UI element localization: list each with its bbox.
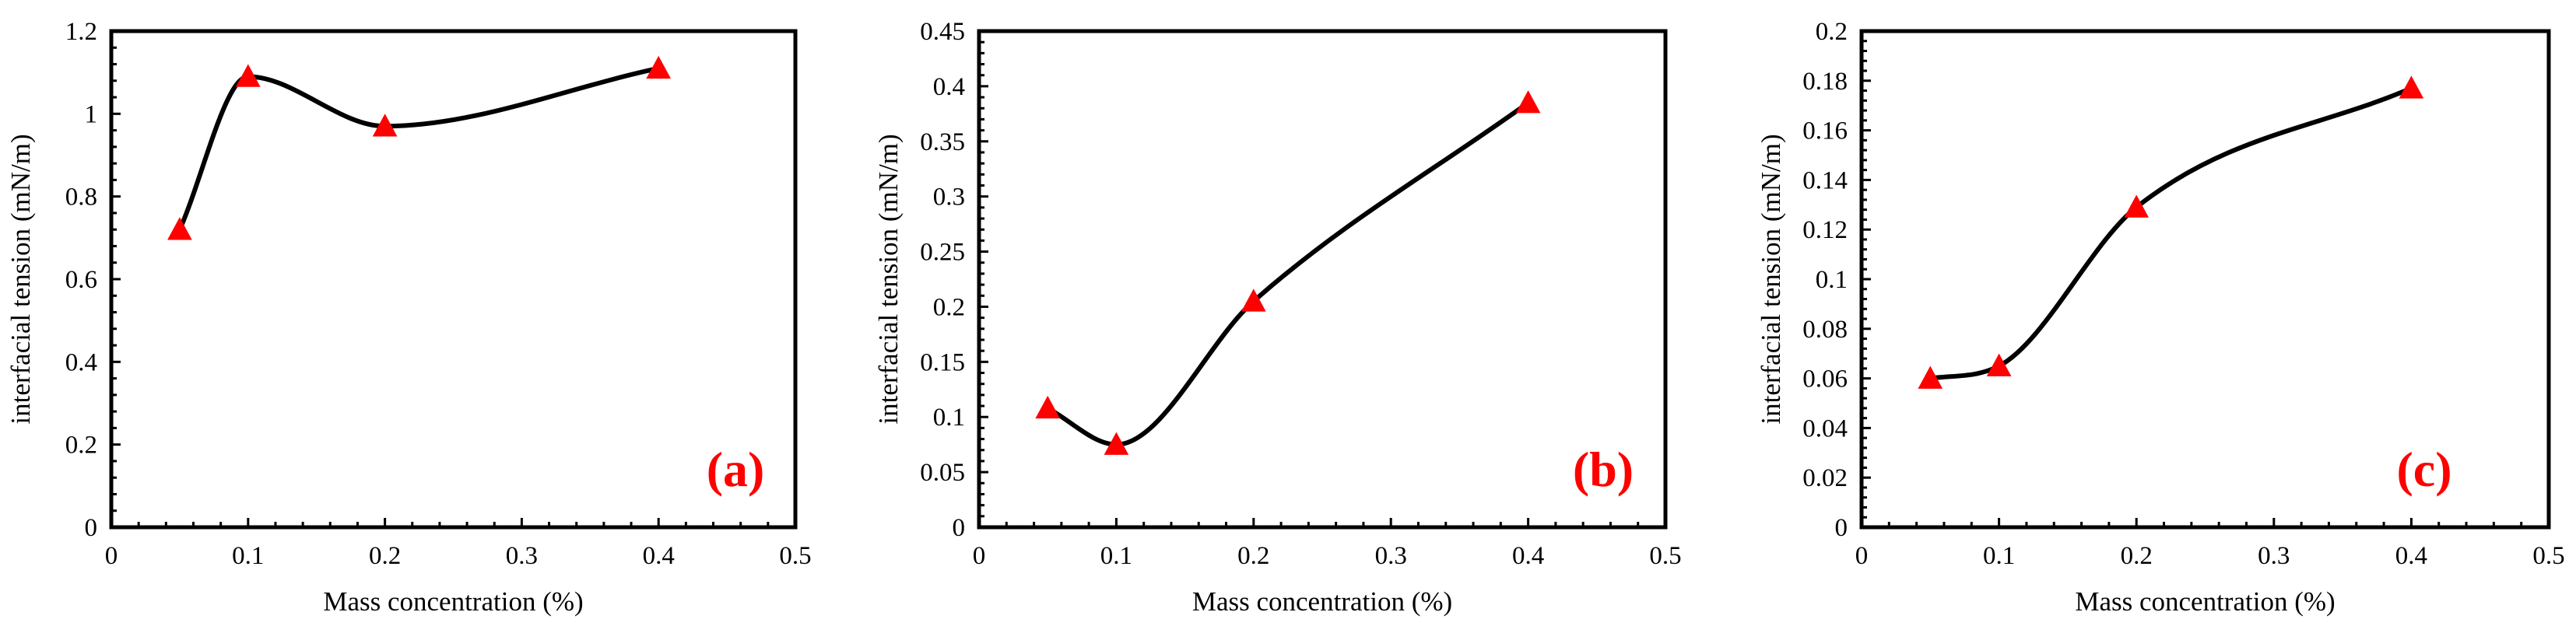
y-tick-label: 0.8 — [65, 184, 97, 212]
chart-panel-3: 0 0.02 0.04 0.06 0.08 0.1 0.12 0.14 0.16 0.18 0.2 0… — [1756, 18, 2565, 617]
series-line — [1928, 86, 2414, 381]
panel-label: (a) — [707, 442, 765, 497]
y-tick-label: 0.1 — [1816, 266, 1848, 294]
series-line — [177, 65, 662, 233]
data-point-marker — [372, 114, 398, 137]
y-tick-label: 0.16 — [1802, 117, 1848, 145]
chart-panel-2: 0 0.05 0.1 0.15 0.2 0.25 0.3 0.35 0.4 0.45 0 0.1 0.2… — [873, 18, 1682, 617]
y-tick-label: 0.25 — [920, 239, 965, 267]
y-tick-label: 0.6 — [65, 266, 97, 294]
data-point-marker — [646, 55, 672, 79]
y-tick-label: 0.08 — [1802, 316, 1848, 344]
y-tick-label: 0.35 — [920, 128, 965, 156]
y-tick-label: 0 — [1835, 514, 1848, 542]
x-axis-title: Mass concentration (%) — [323, 586, 583, 617]
x-tick-label: 0.5 — [2532, 542, 2564, 570]
y-tick-label: 0.02 — [1802, 464, 1848, 492]
y-tick-label: 0.15 — [920, 348, 965, 376]
plot-frame — [977, 29, 1668, 530]
x-axis-title: Mass concentration (%) — [2075, 586, 2335, 617]
x-tick-label: 0 — [105, 542, 118, 570]
y-tick-label: 0.4 — [933, 73, 965, 101]
y-tick-label: 0 — [85, 514, 98, 542]
y-tick-label: 0.3 — [933, 184, 965, 212]
y-tick-label: 0.06 — [1802, 365, 1848, 393]
x-tick-label: 0.4 — [2395, 542, 2427, 570]
data-point-marker — [1241, 289, 1266, 312]
y-tick-label: 0.12 — [1802, 216, 1848, 244]
y-tick-label: 0.14 — [1802, 166, 1848, 194]
data-point-marker — [235, 64, 261, 87]
x-tick-label: 0 — [1855, 542, 1869, 570]
x-tick-label: 0.1 — [1983, 542, 2015, 570]
y-tick-label: 0.05 — [920, 459, 965, 487]
x-tick-label: 0.5 — [779, 542, 811, 570]
y-tick-label: 0.45 — [920, 18, 965, 46]
x-tick-label: 0 — [973, 542, 986, 570]
plot-frame — [109, 29, 798, 530]
data-point-marker — [1918, 365, 1943, 389]
panel-label: (c) — [2396, 442, 2451, 497]
y-tick-label: 0.4 — [65, 348, 97, 376]
data-point-marker — [2399, 75, 2424, 99]
y-axis-title: interfacial tension (mN/m) — [873, 134, 904, 424]
x-axis-title: Mass concentration (%) — [1192, 586, 1452, 617]
data-point-marker — [1104, 432, 1129, 455]
y-tick-label: 0.2 — [1816, 18, 1848, 46]
x-tick-label: 0.3 — [506, 542, 538, 570]
data-point-marker — [1515, 90, 1541, 114]
data-point-marker — [167, 217, 192, 240]
series-line — [1045, 100, 1531, 447]
y-tick-label: 0 — [953, 514, 966, 542]
x-tick-label: 0.3 — [1375, 542, 1407, 570]
data-point-marker — [1986, 353, 2012, 376]
y-axis-title: interfacial tension (mN/m) — [5, 134, 36, 424]
x-tick-label: 0.2 — [1237, 542, 1269, 570]
y-tick-label: 0.1 — [933, 404, 965, 432]
chart-panel-1: 0 0.2 0.4 0.6 0.8 1 1.2 0 0.1 0.2 0.3 0.4 0.5 Mass co… — [5, 18, 812, 617]
data-point-marker — [1035, 395, 1061, 419]
x-tick-label: 0.2 — [2121, 542, 2153, 570]
x-tick-label: 0.4 — [643, 542, 675, 570]
x-tick-label: 0.4 — [1512, 542, 1544, 570]
y-axis-title: interfacial tension (mN/m) — [1756, 134, 1786, 424]
y-tick-label: 0.2 — [65, 432, 97, 460]
x-tick-label: 0.1 — [232, 542, 264, 570]
panel-label: (b) — [1573, 442, 1634, 497]
y-tick-label: 0.04 — [1802, 414, 1848, 442]
x-tick-label: 0.1 — [1100, 542, 1132, 570]
y-tick-label: 0.18 — [1802, 68, 1848, 96]
y-tick-label: 0.2 — [933, 293, 965, 321]
x-tick-label: 0.5 — [1649, 542, 1681, 570]
y-tick-label: 1.2 — [65, 18, 97, 46]
data-point-marker — [2124, 194, 2150, 218]
x-tick-label: 0.3 — [2258, 542, 2290, 570]
x-tick-label: 0.2 — [369, 542, 401, 570]
y-tick-label: 1 — [85, 100, 98, 128]
